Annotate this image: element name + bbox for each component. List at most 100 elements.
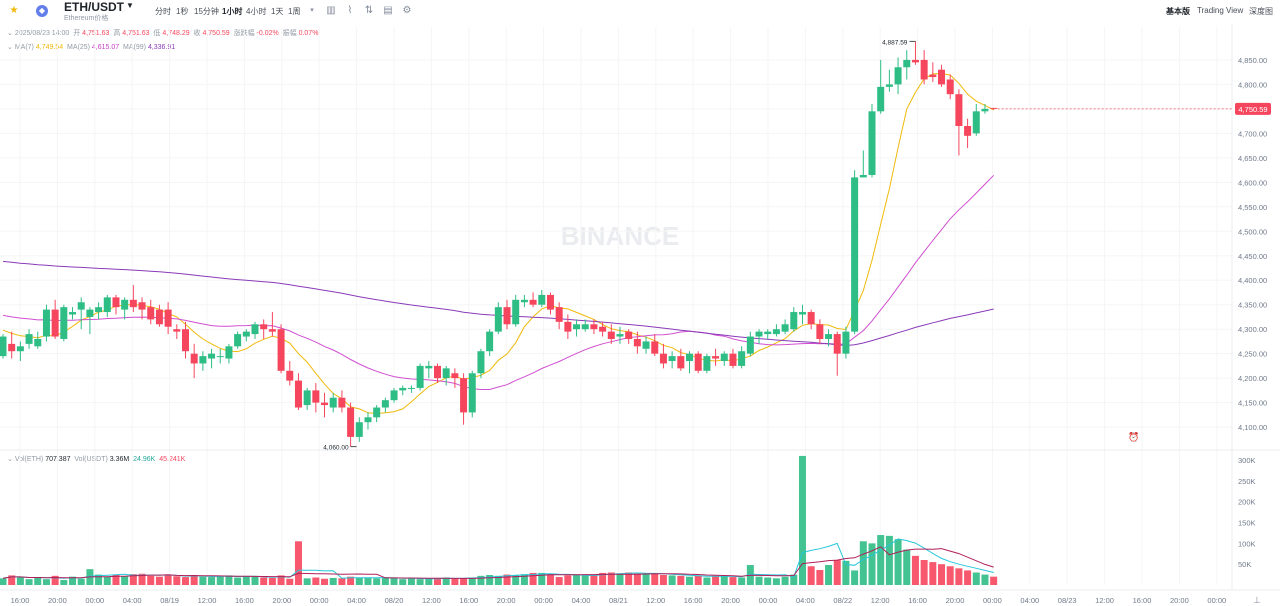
chevron-down-icon[interactable]: ▼: [126, 1, 134, 10]
time-tick-label: 04:00: [572, 596, 591, 605]
volume-bar: [755, 576, 763, 585]
interval-4h[interactable]: 4小时: [246, 7, 267, 16]
volume-legend: ⌄ Vol(ETH) 707.387 Vol(USDT) 3.36M 24.96…: [7, 455, 185, 463]
amplitude-value: 0.07%: [298, 30, 319, 37]
interval-timeline[interactable]: 分时: [155, 7, 171, 16]
volume-toggle-icon[interactable]: ⌄: [7, 456, 13, 463]
legend-toggle-icon[interactable]: ⌄: [7, 30, 13, 37]
candle-body: [129, 299, 137, 308]
candle-body: [825, 334, 833, 339]
candle-body: [990, 107, 998, 109]
price-tick-label: 4,750.00: [1238, 105, 1267, 114]
interval-1h[interactable]: 1小时: [222, 7, 243, 16]
ma-toggle-icon[interactable]: ⌄: [7, 44, 13, 51]
volume-tick-label: 100K: [1238, 539, 1256, 548]
candle-body: [347, 407, 355, 437]
ma7-label: MA(7): [14, 44, 34, 51]
volume-bar: [355, 577, 363, 585]
view-depth[interactable]: 深度图: [1249, 7, 1273, 16]
interval-1s[interactable]: 1秒: [176, 7, 189, 16]
indicators-icon[interactable]: ⌇: [347, 5, 353, 16]
volume-bar: [564, 575, 572, 585]
candle-body: [885, 84, 893, 87]
volume-bar: [920, 560, 928, 585]
interval-15m[interactable]: 15分钟: [194, 7, 219, 16]
time-tick-label: 00:00: [310, 596, 329, 605]
layout-icon[interactable]: ▤: [383, 5, 393, 16]
volume-bar: [199, 576, 207, 585]
interval-1w[interactable]: 1周: [288, 7, 301, 16]
price-tick-label: 4,150.00: [1238, 399, 1267, 408]
candle-body: [599, 326, 607, 332]
candle-body: [746, 336, 754, 354]
volume-bar: [181, 577, 189, 585]
volume-bar: [112, 575, 120, 585]
chart-type-icon[interactable]: ▥: [326, 5, 336, 16]
candle-body: [477, 351, 485, 374]
volume-bar: [677, 575, 685, 585]
candle-body: [486, 331, 494, 352]
time-tick-label: 08/20: [385, 596, 404, 605]
volume-bar: [642, 574, 650, 585]
volume-bar: [538, 572, 546, 585]
view-basic[interactable]: 基本版: [1166, 7, 1190, 16]
candle-body: [434, 365, 441, 379]
candle-body: [877, 86, 885, 112]
volume-bar: [712, 575, 720, 585]
candle-body: [355, 422, 363, 437]
candle-body: [520, 299, 528, 303]
volume-bar: [894, 539, 902, 585]
volume-bar: [486, 575, 494, 585]
candle-body: [494, 307, 502, 332]
price-tick-label: 4,300.00: [1238, 325, 1267, 334]
more-intervals-chevron-icon[interactable]: ▾: [310, 7, 314, 14]
interval-1d[interactable]: 1天: [271, 7, 284, 16]
view-tradingview[interactable]: Trading View: [1197, 6, 1244, 15]
candle-body: [894, 67, 902, 85]
price-tick-label: 4,850.00: [1238, 56, 1267, 65]
favorite-star-icon[interactable]: ★: [9, 5, 19, 16]
volume-bar: [460, 578, 468, 585]
volume-bar: [242, 576, 250, 585]
ma25-value: 4,615.07: [91, 44, 120, 51]
candle-body: [425, 365, 433, 369]
candle-body: [529, 299, 537, 305]
time-tick-label: 20:00: [721, 596, 740, 605]
price-tick-label: 4,500.00: [1238, 227, 1267, 236]
settings-icon[interactable]: ⚙: [402, 5, 412, 16]
candle-body: [720, 353, 728, 362]
candle-body: [286, 370, 294, 381]
candle-body: [268, 329, 276, 332]
volume-bar: [225, 575, 233, 585]
candle-body: [625, 331, 633, 339]
time-tick-label: 20:00: [272, 596, 291, 605]
time-tick-label: 12:00: [198, 596, 217, 605]
volume-bar: [807, 566, 815, 585]
candle-body: [859, 174, 867, 178]
volume-bar: [407, 578, 415, 585]
volume-bar: [781, 576, 789, 585]
candle-body: [668, 356, 676, 362]
symbol-selector[interactable]: ETH/USDT: [64, 0, 124, 14]
candle-body: [955, 94, 963, 127]
candle-body: [981, 108, 989, 112]
price-tick-label: 4,200.00: [1238, 374, 1267, 383]
compare-icon[interactable]: ⇅: [364, 5, 374, 16]
candle-body: [277, 329, 285, 371]
volume-bar: [790, 574, 798, 585]
candle-body: [25, 334, 33, 344]
candle-body: [851, 177, 859, 332]
candle-body: [642, 341, 650, 349]
time-tick-label: 16:00: [11, 596, 30, 605]
candle-body: [121, 299, 129, 310]
close-value: 4,750.59: [202, 30, 230, 37]
volume-bar: [851, 570, 859, 585]
low-value: 4,748.29: [162, 30, 190, 37]
ma99-line: [2, 260, 994, 347]
candle-body: [69, 312, 77, 315]
volume-bar: [877, 535, 885, 585]
ma99-value: 4,336.91: [147, 44, 176, 51]
volume-bar: [885, 535, 893, 585]
candle-body: [833, 334, 841, 354]
